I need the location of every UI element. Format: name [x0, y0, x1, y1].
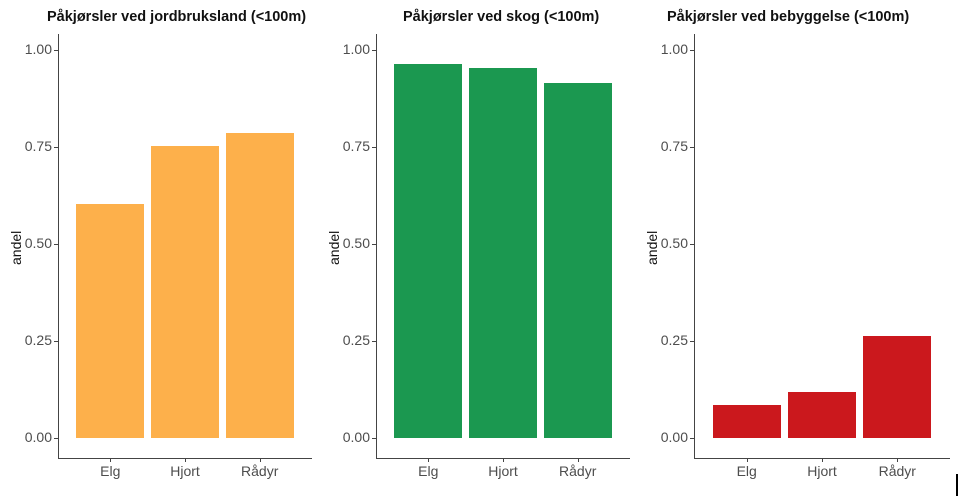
- x-tick-label: Hjort: [170, 463, 200, 479]
- y-tick-label: 1.00: [342, 41, 370, 57]
- x-tick-label: Hjort: [807, 463, 837, 479]
- y-tick-label: 0.25: [660, 332, 688, 348]
- bar-hjort: [469, 67, 537, 438]
- y-tick: [690, 147, 694, 148]
- y-tick-label: 0.75: [660, 138, 688, 154]
- bar-rådyr: [543, 82, 612, 438]
- y-tick: [690, 50, 694, 51]
- x-tick: [577, 458, 579, 462]
- y-tick: [54, 341, 58, 342]
- y-tick-label: 0.50: [342, 235, 370, 251]
- y-tick-label: 0.75: [24, 138, 52, 154]
- y-tick: [690, 341, 694, 342]
- bar-elg: [712, 405, 781, 438]
- x-tick: [897, 458, 899, 462]
- y-tick: [372, 341, 376, 342]
- y-tick-label: 0.00: [660, 429, 688, 445]
- x-tick-label: Rådyr: [241, 463, 279, 479]
- x-tick: [503, 458, 504, 462]
- y-tick-label: 0.25: [342, 332, 370, 348]
- y-tick: [690, 438, 694, 439]
- x-tick-label: Elg: [418, 463, 439, 479]
- bar-hjort: [151, 145, 219, 438]
- y-tick: [54, 50, 58, 51]
- y-tick-label: 1.00: [660, 41, 688, 57]
- y-tick: [690, 244, 694, 245]
- x-tick: [185, 458, 186, 462]
- y-axis-line: [58, 34, 59, 458]
- x-tick-label: Hjort: [488, 463, 518, 479]
- y-tick: [54, 147, 58, 148]
- bar-elg: [76, 204, 145, 438]
- bar-rådyr: [225, 133, 294, 438]
- y-tick-label: 0.25: [24, 332, 52, 348]
- x-tick: [259, 458, 261, 462]
- y-tick: [54, 244, 58, 245]
- y-tick-label: 0.00: [342, 429, 370, 445]
- x-tick-label: Rådyr: [878, 463, 916, 479]
- x-tick: [428, 458, 430, 462]
- y-tick: [54, 438, 58, 439]
- chart-title: Påkjørsler ved bebyggelse (<100m): [667, 9, 910, 25]
- x-tick: [822, 458, 823, 462]
- text-cursor: [956, 474, 958, 496]
- chart-title: Påkjørsler ved skog (<100m): [403, 9, 600, 25]
- y-tick: [372, 438, 376, 439]
- y-tick: [372, 50, 376, 51]
- x-tick-label: Elg: [736, 463, 757, 479]
- bar-hjort: [788, 391, 856, 438]
- y-tick-label: 0.50: [660, 235, 688, 251]
- y-tick-label: 0.50: [24, 235, 52, 251]
- y-tick: [372, 147, 376, 148]
- y-tick: [372, 244, 376, 245]
- x-tick-label: Elg: [100, 463, 121, 479]
- y-tick-label: 0.00: [24, 429, 52, 445]
- x-tick: [110, 458, 112, 462]
- x-tick: [746, 458, 748, 462]
- chart-title: Påkjørsler ved jordbruksland (<100m): [47, 9, 307, 25]
- x-tick-label: Rådyr: [559, 463, 597, 479]
- y-tick-label: 1.00: [24, 41, 52, 57]
- y-axis-line: [694, 34, 695, 458]
- y-tick-label: 0.75: [342, 138, 370, 154]
- bar-elg: [394, 63, 463, 438]
- bar-rådyr: [863, 335, 932, 438]
- y-axis-line: [376, 34, 377, 458]
